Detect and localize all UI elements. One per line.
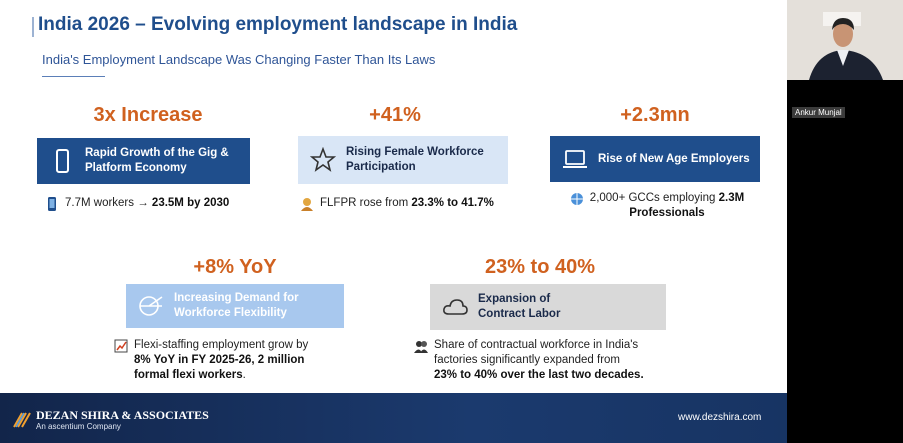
heading-line: Rise of New Age Employers [598, 152, 750, 165]
detail-segment: 8% YoY in FY 2025-26, 2 million [134, 354, 305, 366]
card-heading: Rise of New Age Employers [598, 152, 750, 167]
slide [0, 0, 787, 443]
icon [414, 341, 428, 353]
detail-segment: 23% to 40% over the last two decades. [434, 369, 644, 381]
detail-text: 7.7M workers → 23.5M by 2030 [65, 196, 229, 211]
card-detail: 2,000+ GCCs employing 2.3M Professionals [557, 191, 757, 221]
detail-text: FLFPR rose from 23.3% to 41.7% [320, 196, 494, 211]
card-heading: Rising Female Workforce Participation [346, 145, 484, 175]
detail-line: Professionals [590, 206, 744, 221]
participant-name: Ankur Munjal [792, 107, 845, 118]
company-tagline: An ascentium Company [36, 422, 121, 431]
card-header: Rising Female Workforce Participation [298, 136, 508, 184]
detail-text: 2,000+ GCCs employing 2.3M Professionals [590, 191, 744, 221]
detail-segment: FLFPR rose from [320, 197, 412, 209]
icon [114, 339, 128, 353]
title-bar [32, 17, 34, 37]
card-icon [562, 146, 588, 172]
detail-line: 2,000+ GCCs employing 2.3M [590, 191, 744, 206]
stat: +8% YoY [193, 256, 277, 278]
detail-line: 7.7M workers → 23.5M by 2030 [65, 196, 229, 211]
card-detail: Flexi-staffing employment grow by 8% YoY … [114, 338, 364, 383]
card-icon [309, 146, 337, 173]
icon [56, 149, 69, 173]
icon [48, 197, 56, 211]
card-icon [442, 294, 468, 320]
detail-segment: 2,000+ GCCs employing [589, 192, 719, 204]
detail-line: factories significantly expanded from [434, 353, 644, 368]
detail-text: Flexi-staffing employment grow by 8% YoY … [134, 338, 308, 383]
detail-icon [570, 192, 584, 206]
stat: 23% to 40% [484, 256, 596, 278]
icon [309, 146, 337, 172]
detail-icon [414, 339, 428, 353]
detail-segment: . [242, 369, 246, 381]
website: www.dezshira.com [678, 412, 762, 423]
heading-line: Contract Labor [478, 308, 561, 320]
subtitle-underline [42, 76, 105, 77]
icon [301, 198, 313, 211]
detail-segment: 2.3M [718, 192, 745, 204]
card-detail: Share of contractual workforce in India'… [414, 338, 694, 383]
card-header: Rapid Growth of the Gig & Platform Econom… [37, 138, 250, 184]
heading-line: Increasing Demand for [174, 292, 299, 304]
heading-line: Rising Female Workforce [346, 146, 484, 158]
icon [139, 296, 163, 316]
card-icon [49, 148, 75, 174]
stat: 3x Increase [93, 104, 203, 126]
card-icon [138, 293, 164, 319]
detail-segment: 23.3% to 41.7% [411, 197, 494, 209]
detail-line: 8% YoY in FY 2025-26, 2 million [134, 353, 308, 368]
company-name: DEZAN SHIRA & ASSOCIATES [36, 408, 209, 422]
detail-icon [114, 339, 128, 353]
detail-segment: Professionals [629, 207, 705, 219]
card-heading: Rapid Growth of the Gig & Platform Econom… [85, 146, 229, 176]
heading-line: Rapid Growth of the Gig & [85, 147, 229, 159]
card-detail: FLFPR rose from 23.3% to 41.7% [300, 196, 510, 211]
heading-line: Expansion of [478, 293, 551, 305]
card-heading: Expansion of Contract Labor [478, 292, 560, 322]
detail-segment: 7.7M workers → [65, 197, 152, 209]
detail-segment: Flexi-staffing employment grow by [134, 339, 309, 351]
card-heading: Increasing Demand for Workforce Flexibili… [174, 291, 299, 321]
heading-line: Workforce Flexibility [174, 307, 287, 319]
card-header: Increasing Demand for Workforce Flexibili… [126, 284, 344, 328]
participant-video [787, 0, 903, 80]
stat: +2.3mn [620, 104, 690, 126]
detail-line: Share of contractual workforce in India'… [434, 338, 644, 353]
icon [443, 299, 468, 315]
footer [0, 393, 787, 443]
detail-segment: 23.5M by 2030 [151, 197, 230, 209]
detail-line: formal flexi workers. [134, 368, 308, 383]
slide-subtitle: India's Employment Landscape Was Changin… [42, 52, 436, 67]
detail-line: 23% to 40% over the last two decades. [434, 368, 644, 383]
webcam-video [787, 0, 903, 80]
heading-line: Platform Economy [85, 162, 187, 174]
detail-segment: formal flexi workers [134, 369, 243, 381]
detail-line: Flexi-staffing employment grow by [134, 338, 308, 353]
slide-title: India 2026 – Evolving employment landsca… [38, 14, 518, 35]
detail-icon [300, 197, 314, 211]
card-header: Rise of New Age Employers [550, 136, 760, 182]
detail-text: Share of contractual workforce in India'… [434, 338, 644, 383]
card-header: Expansion of Contract Labor [430, 284, 666, 330]
detail-segment: factories significantly expanded from [434, 354, 621, 366]
detail-segment: Share of contractual workforce in India'… [434, 339, 639, 351]
heading-line: Participation [346, 161, 416, 173]
detail-line: FLFPR rose from 23.3% to 41.7% [320, 196, 494, 211]
stat: +41% [369, 104, 421, 126]
card-detail: 7.7M workers → 23.5M by 2030 [45, 196, 245, 211]
logo-icon [13, 412, 31, 428]
detail-icon [45, 197, 59, 211]
icon [570, 193, 583, 205]
icon [563, 150, 587, 168]
